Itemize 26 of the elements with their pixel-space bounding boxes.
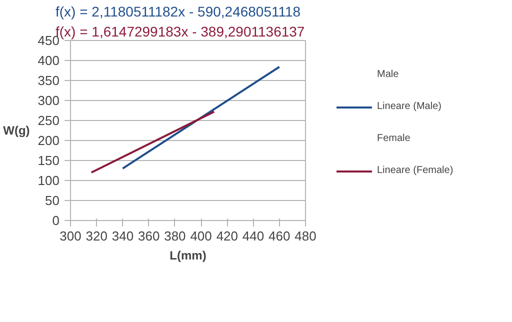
x-tick-label: 480 [294, 228, 316, 244]
legend-label: Lineare (Female) [377, 165, 454, 176]
y-tick-label: 350 [38, 73, 60, 88]
y-tick-label: 300 [38, 93, 60, 108]
x-tick-label: 300 [60, 228, 82, 244]
x-tick-label: 460 [268, 228, 290, 244]
text: Female [377, 133, 410, 144]
y-axis-title: W(g) [3, 124, 30, 138]
x-tick-label: 380 [164, 228, 186, 244]
x-tick-label: 420 [216, 228, 238, 244]
x-tick-label: 340 [112, 228, 134, 244]
legend-label: Lineare (Male) [377, 101, 442, 112]
x-tick-label: 320 [86, 228, 108, 244]
y-tick-label: 400 [38, 53, 60, 68]
x-tick-label: 400 [190, 228, 212, 244]
y-tick-label: 250 [38, 113, 60, 128]
y-tick-label: 100 [38, 173, 60, 188]
y-tick-label: 0 [52, 213, 60, 228]
y-tick-label: 200 [38, 133, 60, 148]
x-tick-label: 360 [138, 228, 160, 244]
text: f(x) = 2,1180511182x - 590,2468051118 [56, 4, 301, 20]
y-tick-label: 50 [45, 193, 60, 208]
y-tick-label: 150 [38, 153, 60, 168]
x-axis-title: L(mm) [170, 248, 206, 262]
text: Male [377, 69, 399, 80]
x-tick-label: 440 [242, 228, 264, 244]
